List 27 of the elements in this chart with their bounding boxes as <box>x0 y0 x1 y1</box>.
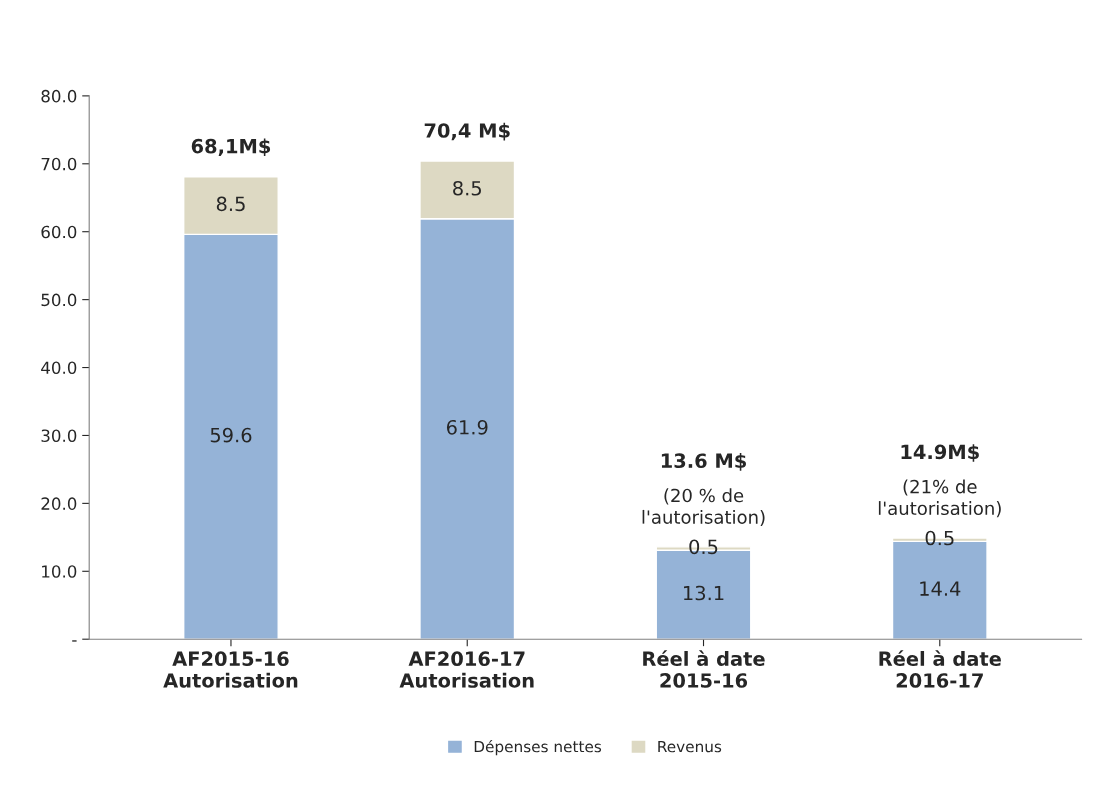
x-tick-label: AF2015-16 Autorisation <box>163 651 298 688</box>
data-label: 0.5 <box>689 539 718 555</box>
y-tick-label: 40.0 <box>41 361 77 375</box>
total-label: 68,1M$ <box>191 138 271 157</box>
data-label: 8.5 <box>453 180 481 196</box>
legend-label: Dépenses nettes <box>474 739 602 756</box>
y-tick-label: 10.0 <box>42 565 77 578</box>
data-label: 8.5 <box>216 196 245 212</box>
legend-label: Revenus <box>658 740 722 753</box>
data-label: 0.5 <box>925 530 954 546</box>
total-label: 14.9M$ (21% de l'autorisation) <box>878 444 1001 518</box>
x-tick-label: AF2016-17 Autorisation <box>399 651 534 688</box>
data-label: 61.9 <box>446 419 488 435</box>
x-tick-label: Réel à date 2015-16 <box>643 650 765 688</box>
data-label: 59.6 <box>210 427 252 443</box>
data-label: 14.4 <box>920 581 961 596</box>
y-tick-label: 60.0 <box>41 225 77 239</box>
y-tick-label: 50.0 <box>41 293 77 307</box>
y-tick-label: 70.0 <box>41 157 77 171</box>
total-label: 70,4 M$ <box>424 122 510 141</box>
y-tick-label: 20.0 <box>41 497 77 510</box>
y-tick-label: 80.0 <box>41 89 77 103</box>
total-label: 13.6 M$ (20 % de l'autorisation) <box>642 453 765 527</box>
y-tick-label: 30.0 <box>41 429 77 443</box>
y-tick-label: - <box>72 640 77 642</box>
x-tick-label: Réel à date 2016-17 <box>879 650 1001 688</box>
data-label: 13.1 <box>684 585 724 601</box>
